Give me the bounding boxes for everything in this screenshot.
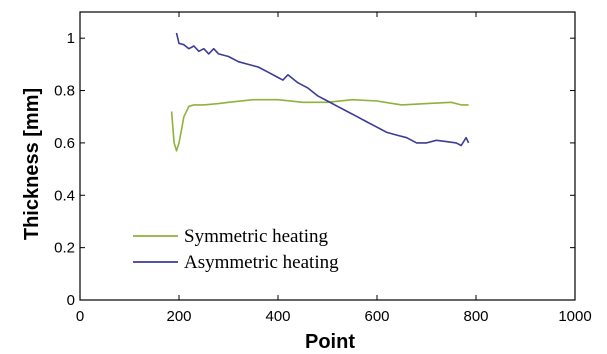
y-tick-label: 0.4 — [54, 187, 75, 204]
x-axis-title: Point — [305, 331, 355, 353]
y-tick-label: 0.6 — [54, 135, 75, 152]
series-line-symmetric-heating — [170, 98, 469, 152]
y-tick-label: 0.2 — [54, 240, 75, 257]
x-tick-label: 600 — [364, 308, 389, 325]
x-tick-label: 800 — [463, 308, 488, 325]
x-tick-label: 0 — [76, 308, 84, 325]
legend-label: Asymmetric heating — [184, 252, 339, 273]
y-axis-title: Thickness [mm] — [21, 88, 43, 240]
y-tick-label: 0.8 — [54, 83, 75, 100]
x-tick-label: 400 — [265, 308, 290, 325]
legend-label: Symmetric heating — [184, 226, 329, 247]
plot-area: 0 200 400 600 800 1000 0 0.2 0.4 0.6 0.8 1 — [54, 11, 592, 325]
plot-frame — [79, 11, 576, 301]
x-tick-label: 1000 — [558, 308, 591, 325]
legend: Symmetric heating Asymmetric heating — [133, 226, 339, 273]
y-tick-label: 1 — [67, 30, 75, 47]
y-tick-label: 0 — [67, 292, 75, 309]
series-line-asymmetric-heating — [175, 32, 470, 147]
x-tick-label: 200 — [166, 308, 191, 325]
